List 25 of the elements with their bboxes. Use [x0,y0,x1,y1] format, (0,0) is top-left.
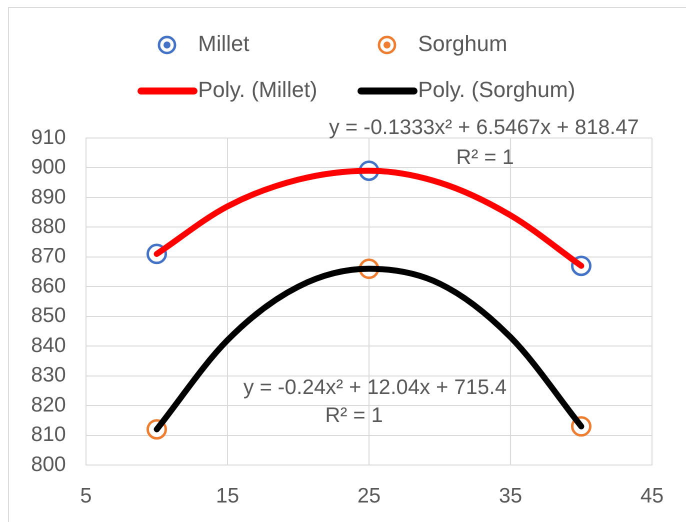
x-tick-label: 25 [357,484,381,508]
x-tick-label: 45 [640,484,664,508]
y-tick-label: 840 [30,334,66,357]
y-tick-label: 850 [30,304,66,328]
y-tick-label: 880 [30,214,66,238]
annotation: y = -0.1333x² + 6.5467x + 818.47 [329,116,639,139]
y-tick-label: 800 [30,452,66,476]
y-tick-label: 830 [30,364,66,387]
annotation: R² = 1 [456,146,514,169]
y-tick-label: 910 [30,126,66,149]
x-tick-label: 5 [80,484,92,508]
y-tick-label: 900 [30,156,66,179]
legend-label: Poly. (Millet) [198,77,318,102]
y-tick-label: 890 [30,185,66,208]
y-tick-label: 860 [30,274,66,298]
y-tick-label: 820 [30,393,66,416]
legend-label: Millet [198,31,250,56]
y-tick-label: 870 [30,244,66,268]
annotation: y = -0.24x² + 12.04x + 715.4 [243,376,507,399]
legend-label: Poly. (Sorghum) [418,77,576,102]
x-tick-label: 15 [216,484,240,508]
legend-label: Sorghum [418,31,508,56]
y-tick-label: 810 [30,423,66,446]
annotation: R² = 1 [325,404,383,427]
x-tick-label: 35 [498,484,522,508]
